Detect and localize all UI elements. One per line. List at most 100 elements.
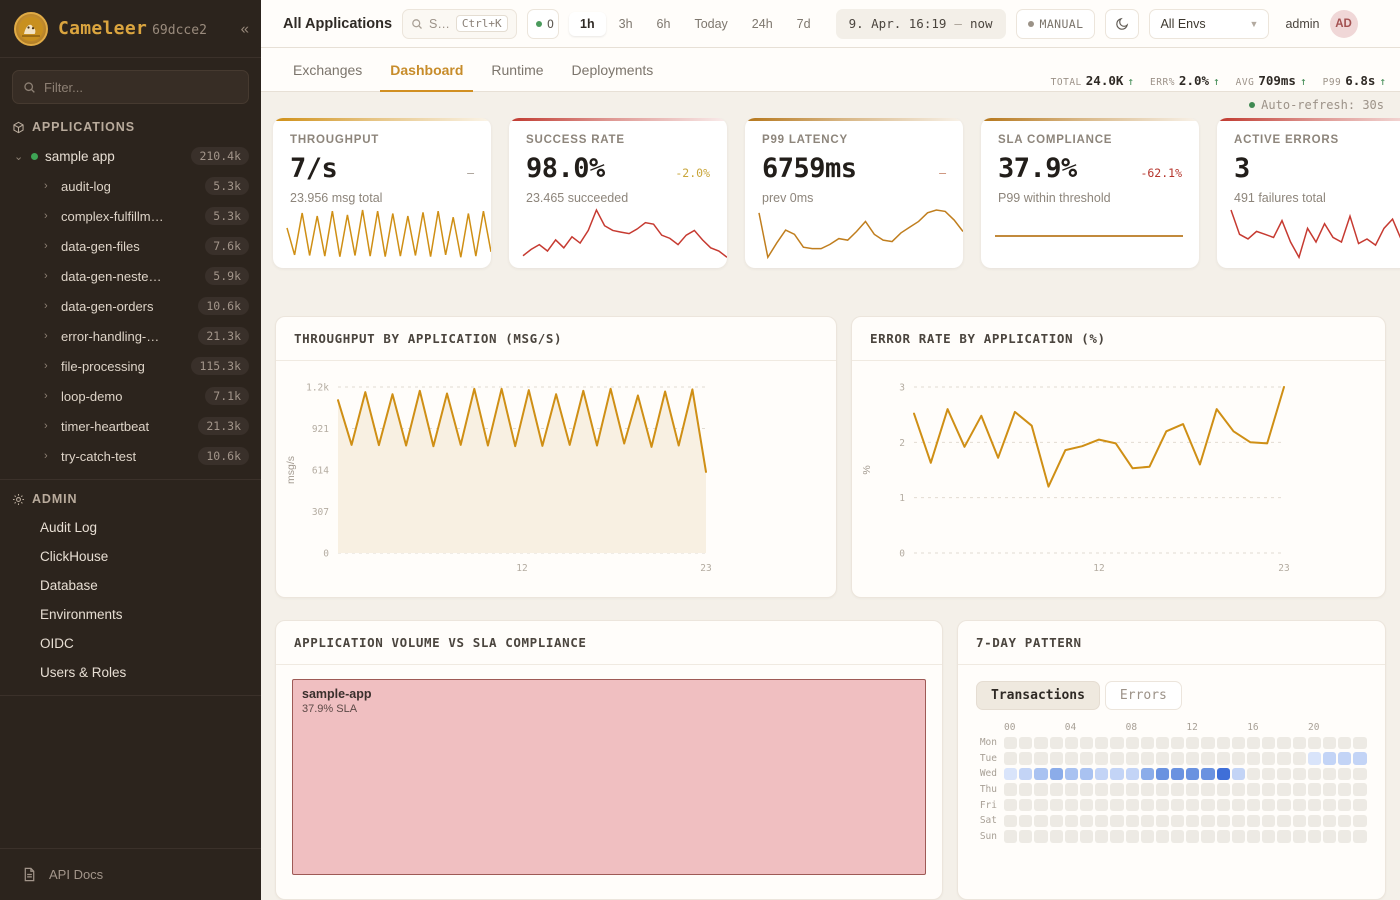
tree-item-route[interactable]: › file-processing 115.3k [0, 351, 261, 381]
range-button-3h[interactable]: 3h [618, 16, 633, 31]
heatmap-cell[interactable] [1064, 830, 1078, 843]
heatmap-cell[interactable] [1201, 814, 1215, 827]
heatmap-cell[interactable] [1155, 783, 1170, 796]
heatmap-cell[interactable] [1171, 798, 1185, 812]
heatmap-cell[interactable] [1338, 783, 1352, 796]
heatmap-cell[interactable] [1216, 798, 1230, 812]
heatmap-cell[interactable] [1004, 783, 1018, 796]
heatmap-cell[interactable] [1231, 767, 1245, 781]
heatmap-cell[interactable] [1171, 783, 1185, 796]
heatmap-cell[interactable] [1079, 736, 1094, 749]
tree-item-sample-app[interactable]: ⌄ sample app 210.4k [0, 141, 261, 171]
heatmap-cell[interactable] [1171, 814, 1185, 827]
heatmap-cell[interactable] [1262, 752, 1276, 765]
heatmap-cell[interactable] [1004, 798, 1018, 812]
heatmap-cell[interactable] [1231, 783, 1245, 796]
chevron-right-icon[interactable]: › [44, 420, 48, 432]
heatmap-cell[interactable] [1155, 814, 1170, 827]
heatmap-cell[interactable] [1155, 798, 1170, 812]
chevron-right-icon[interactable]: › [44, 360, 48, 372]
tab-dashboard[interactable]: Dashboard [380, 49, 474, 92]
heatmap-cell[interactable] [1155, 830, 1170, 843]
heatmap-cell[interactable] [1262, 798, 1276, 812]
heatmap-cell[interactable] [1049, 814, 1063, 827]
heatmap-cell[interactable] [1277, 767, 1291, 781]
heatmap-cell[interactable] [1004, 767, 1018, 781]
heatmap-cell[interactable] [1110, 830, 1124, 843]
heatmap-cell[interactable] [1277, 736, 1291, 749]
heatmap-cell[interactable] [1049, 830, 1063, 843]
heatmap-cell[interactable] [1049, 798, 1063, 812]
heatmap-cell[interactable] [1079, 752, 1094, 765]
heatmap-cell[interactable] [1110, 767, 1124, 781]
heatmap-cell[interactable] [1231, 752, 1245, 765]
heatmap-cell[interactable] [1338, 767, 1352, 781]
heatmap-cell[interactable] [1034, 736, 1048, 749]
heatmap-cell[interactable] [1155, 767, 1170, 781]
heatmap-cell[interactable] [1216, 814, 1230, 827]
kpi-card-success-rate[interactable]: SUCCESS RATE 98.0% -2.0% 23.465 succeeded [509, 118, 727, 268]
heatmap-cell[interactable] [1247, 736, 1261, 749]
search-box[interactable]: S… Ctrl+K [402, 8, 518, 39]
heatmap-cell[interactable] [1019, 798, 1033, 812]
heatmap-cell[interactable] [1186, 814, 1200, 827]
heatmap-cell[interactable] [1004, 752, 1018, 765]
heatmap-toggle-transactions[interactable]: Transactions [976, 681, 1100, 710]
heatmap-cell[interactable] [1201, 830, 1215, 843]
time-range-display[interactable]: 9. Apr. 16:19 – now [835, 8, 1006, 39]
heatmap-cell[interactable] [1231, 736, 1245, 749]
chevron-right-icon[interactable]: › [44, 210, 48, 222]
heatmap-cell[interactable] [1171, 752, 1185, 765]
heatmap-cell[interactable] [1034, 830, 1048, 843]
heatmap-cell[interactable] [1079, 798, 1094, 812]
heatmap-cell[interactable] [1307, 783, 1321, 796]
chevron-right-icon[interactable]: › [44, 240, 48, 252]
range-button-today[interactable]: Today [694, 16, 728, 31]
heatmap-cell[interactable] [1231, 830, 1245, 843]
heatmap-cell[interactable] [1064, 767, 1078, 781]
heatmap-cell[interactable] [1034, 752, 1048, 765]
heatmap-cell[interactable] [1247, 830, 1261, 843]
filter-input[interactable] [44, 79, 238, 95]
heatmap-cell[interactable] [1034, 783, 1048, 796]
sidebar-item-clickhouse[interactable]: ClickHouse [40, 549, 109, 564]
heatmap-cell[interactable] [1322, 736, 1337, 749]
heatmap-cell[interactable] [1019, 736, 1033, 749]
tab-deployments[interactable]: Deployments [571, 61, 654, 78]
heatmap-cell[interactable] [1079, 783, 1094, 796]
heatmap-cell[interactable] [1292, 736, 1306, 749]
tree-item-route[interactable]: › audit-log 5.3k [0, 171, 261, 201]
heatmap-cell[interactable] [1079, 814, 1094, 827]
heatmap-cell[interactable] [1140, 736, 1154, 749]
heatmap-cell[interactable] [1216, 736, 1230, 749]
heatmap-cell[interactable] [1171, 736, 1185, 749]
heatmap-cell[interactable] [1307, 814, 1321, 827]
heatmap-cell[interactable] [1186, 767, 1200, 781]
chart-error-rate[interactable]: 0 1 2 3 12 23% [852, 361, 1385, 597]
heatmap-cell[interactable] [1186, 783, 1200, 796]
heatmap-cell[interactable] [1125, 830, 1139, 843]
heatmap-cell[interactable] [1262, 783, 1276, 796]
heatmap-cell[interactable] [1140, 783, 1154, 796]
heatmap-cell[interactable] [1277, 783, 1291, 796]
heatmap-cell[interactable] [1262, 767, 1276, 781]
heatmap-cell[interactable] [1171, 767, 1185, 781]
heatmap-cell[interactable] [1004, 830, 1018, 843]
heatmap-cell[interactable] [1095, 783, 1109, 796]
tree-item-route[interactable]: › complex-fulfillm… 5.3k [0, 201, 261, 231]
chevron-right-icon[interactable]: › [44, 270, 48, 282]
heatmap-cell[interactable] [1064, 752, 1078, 765]
heatmap-cell[interactable] [1307, 798, 1321, 812]
heatmap-cell[interactable] [1247, 767, 1261, 781]
avatar[interactable]: AD [1329, 9, 1358, 38]
range-button-24h[interactable]: 24h [751, 16, 773, 31]
heatmap-cell[interactable] [1064, 814, 1078, 827]
tree-item-route[interactable]: › loop-demo 7.1k [0, 381, 261, 411]
heatmap-cell[interactable] [1247, 783, 1261, 796]
heatmap-cell[interactable] [1049, 736, 1063, 749]
heatmap-cell[interactable] [1019, 830, 1033, 843]
heatmap-cell[interactable] [1019, 783, 1033, 796]
sidebar-item-environments[interactable]: Environments [40, 607, 123, 622]
heatmap-cell[interactable] [1247, 752, 1261, 765]
tab-exchanges[interactable]: Exchanges [293, 61, 363, 78]
